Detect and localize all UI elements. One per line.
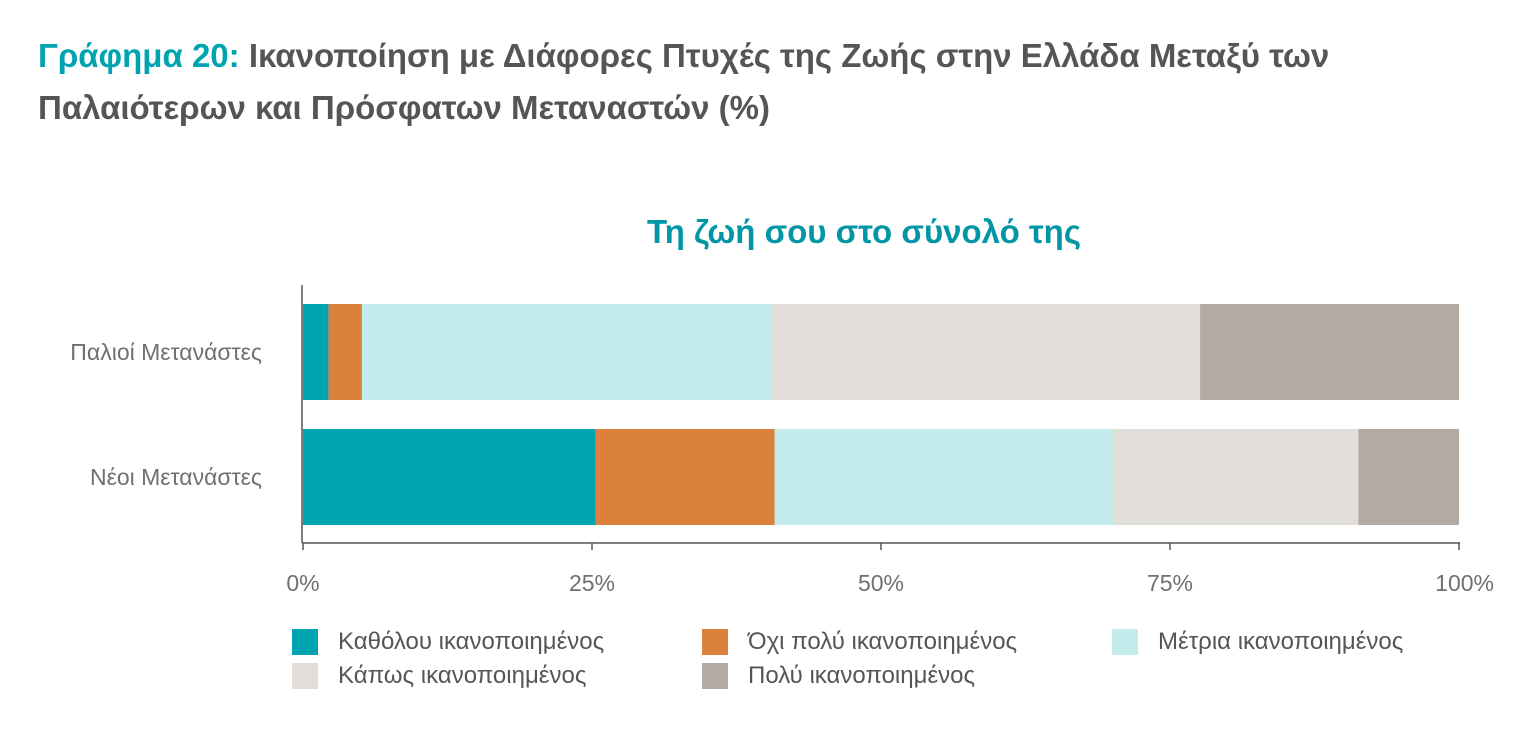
legend-label: Πολύ ικανοποιημένος [748,662,976,689]
bar-segment [361,304,772,400]
bar-segment [771,304,1201,400]
chart-heading: Γράφημα 20: Ικανοποίηση με Διάφορες Πτυχ… [38,30,1498,134]
legend-label: Όχι πολύ ικανοποιημένος [748,628,1018,655]
legend-swatch [702,629,728,655]
category-label: Νέοι Μετανάστες [90,464,262,490]
legend-item: Μέτρια ικανοποιημένος [1112,628,1403,656]
x-tick-label: 75% [1147,570,1193,596]
bar-segment [1113,429,1359,525]
legend-swatch [1112,629,1138,655]
chart-number: Γράφημα 20: [38,37,240,74]
legend-item: Κάπως ικανοποιημένος [292,662,586,690]
bar-segment [595,429,775,525]
legend-swatch [292,629,318,655]
legend-label: Καθόλου ικανοποιημένος [338,628,605,655]
bar-segment [328,304,362,400]
legend-item: Καθόλου ικανοποιημένος [292,628,604,656]
x-tick-label: 25% [569,570,615,596]
legend-label: Μέτρια ικανοποιημένος [1158,628,1404,655]
category-label: Παλιοί Μετανάστες [70,339,262,365]
legend-label: Κάπως ικανοποιημένος [338,662,587,689]
bar-segment [1358,429,1459,525]
chart-heading-text: Ικανοποίηση με Διάφορες Πτυχές της Ζωής … [38,37,1330,126]
bar-segment [1200,304,1459,400]
legend-swatch [702,663,728,689]
bar-segment [303,304,329,400]
bar-segment [774,429,1114,525]
legend-item: Πολύ ικανοποιημένος [702,662,975,690]
legend-item: Όχι πολύ ικανοποιημένος [702,628,1017,656]
x-tick-label: 50% [858,570,904,596]
x-tick-label: 0% [286,570,319,596]
legend-swatch [292,663,318,689]
chart-subtitle: Τη ζωή σου στο σύνολό της [647,213,1081,250]
x-tick-label: 100% [1435,570,1494,596]
bar-segment [303,429,596,525]
